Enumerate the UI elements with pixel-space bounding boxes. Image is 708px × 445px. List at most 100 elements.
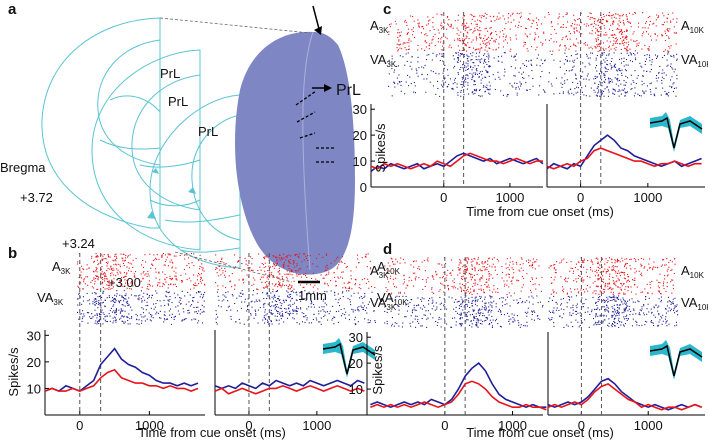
raster-dot [466,31,468,33]
raster-dot [274,308,276,310]
raster-dot [111,300,113,302]
raster-dot [266,254,268,256]
raster-dot [384,265,386,267]
raster-dot [96,256,98,258]
raster-dot [574,88,576,90]
raster-dot [127,255,129,257]
raster-dot [496,273,498,275]
raster-dot [569,288,571,290]
raster-dot [126,273,128,275]
raster-dot [526,89,528,91]
raster-dot [397,29,399,31]
raster-dot [506,42,508,44]
raster-dot [626,30,628,32]
raster-dot [526,48,528,50]
raster-dot [649,281,651,283]
raster-dot [548,39,550,41]
raster-dot [367,278,369,280]
raster-dot [481,15,483,17]
raster-dot [578,24,580,26]
raster-dot [633,309,635,311]
raster-dot [560,261,562,263]
raster-dot [267,321,269,323]
raster-dot [663,15,665,17]
raster-dot [482,42,484,44]
raster-dot [95,253,97,255]
raster-dot [165,281,167,283]
raster-dot [533,319,535,321]
raster-dot [572,272,574,274]
raster [384,257,543,296]
raster-dot [272,275,274,277]
raster-dot [515,88,517,90]
raster-dot [96,313,98,315]
raster-dot [446,279,448,281]
raster-dot [461,53,463,55]
raster-dot [460,95,462,97]
raster-dot [585,44,587,46]
raster-dot [475,299,477,301]
raster-dot [135,295,137,297]
raster-dot [431,287,433,289]
raster-dot [149,285,151,287]
raster-dot [486,14,488,16]
raster-dot [507,17,509,19]
raster-dot [655,304,657,306]
raster-dot [477,257,479,259]
raster-dot [146,301,148,303]
raster-dot [572,304,574,306]
raster-dot [243,323,245,325]
raster-dot [235,321,237,323]
raster-label: VA3K [370,295,397,312]
raster-dot [343,308,345,310]
raster-dot [541,44,543,46]
raster-dot [638,301,640,303]
raster-dot [417,268,419,270]
raster-dot [193,306,195,308]
raster-dot [599,276,601,278]
raster-dot [624,95,626,97]
raster-dot [357,321,359,323]
raster-dot [108,255,110,257]
raster-dot [570,69,572,71]
raster-dot [468,56,470,58]
raster-dot [612,292,614,294]
raster-dot [282,283,284,285]
raster-dot [478,95,480,97]
raster-dot [667,95,669,97]
raster-dot [462,41,464,43]
raster-dot [543,32,545,34]
raster-dot [532,19,534,21]
raster-dot [144,254,146,256]
raster-dot [151,294,153,296]
raster-dot [488,258,490,260]
raster-dot [478,76,480,78]
raster-dot [77,304,79,306]
raster-dot [168,310,170,312]
raster-dot [593,22,595,24]
raster-dot [104,288,106,290]
raster-dot [672,68,674,70]
raster-dot [479,297,481,299]
raster-dot [390,293,392,295]
raster-dot [265,266,267,268]
raster-dot [120,280,122,282]
raster-dot [131,263,133,265]
raster-dot [414,309,416,311]
raster-dot [104,276,106,278]
raster-dot [255,299,257,301]
raster-dot [583,289,585,291]
raster-dot [650,64,652,66]
raster-dot [595,24,597,26]
raster-dot [671,279,673,281]
raster-dot [82,288,84,290]
y-tick-label: 10 [349,382,363,397]
rate-line [546,134,702,170]
raster-dot [670,308,672,310]
raster-dot [369,322,371,324]
raster-dot [268,285,270,287]
raster-dot [555,272,557,274]
raster-dot [595,46,597,48]
raster-dot [538,284,540,286]
raster-dot [644,44,646,46]
